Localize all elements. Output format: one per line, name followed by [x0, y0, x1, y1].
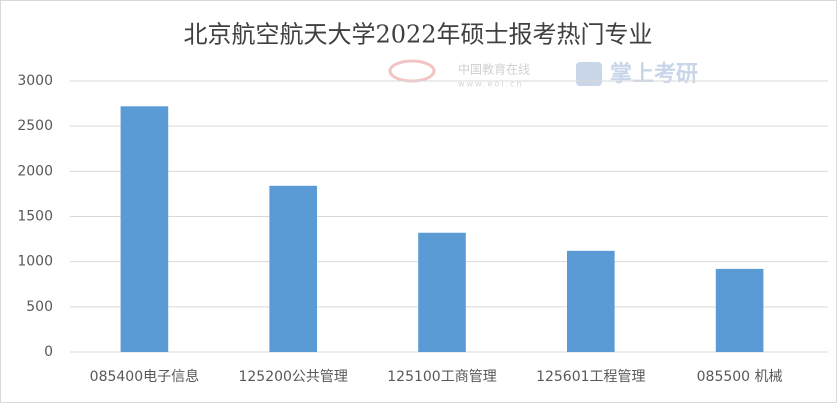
x-tick-label: 125200公共管理	[238, 369, 347, 385]
chart-title: 北京航空航天大学2022年硕士报考热门专业	[183, 21, 652, 49]
y-tick-label: 1000	[17, 254, 53, 270]
bar	[269, 185, 318, 352]
y-tick-label: 2000	[17, 163, 53, 179]
x-tick-label: 125601工程管理	[536, 369, 645, 385]
y-tick-label: 1500	[17, 209, 53, 225]
bar	[418, 232, 466, 352]
y-tick-label: 3000	[17, 73, 53, 89]
bar	[715, 268, 764, 352]
x-tick-label: 085500 机械	[697, 369, 783, 385]
bar	[566, 250, 615, 352]
y-tick-label: 0	[44, 344, 53, 360]
watermark-icon	[576, 62, 602, 86]
bar	[120, 106, 169, 352]
watermark-text: 中国教育在线	[458, 62, 530, 77]
x-tick-label: 085400电子信息	[90, 368, 199, 385]
x-tick-label: 125100工商管理	[387, 369, 496, 385]
watermark-url: www.eol.cn	[458, 80, 524, 89]
y-tick-label: 500	[26, 299, 53, 315]
y-tick-label: 2500	[17, 118, 53, 134]
watermark-brand: 掌上考研	[610, 62, 698, 87]
